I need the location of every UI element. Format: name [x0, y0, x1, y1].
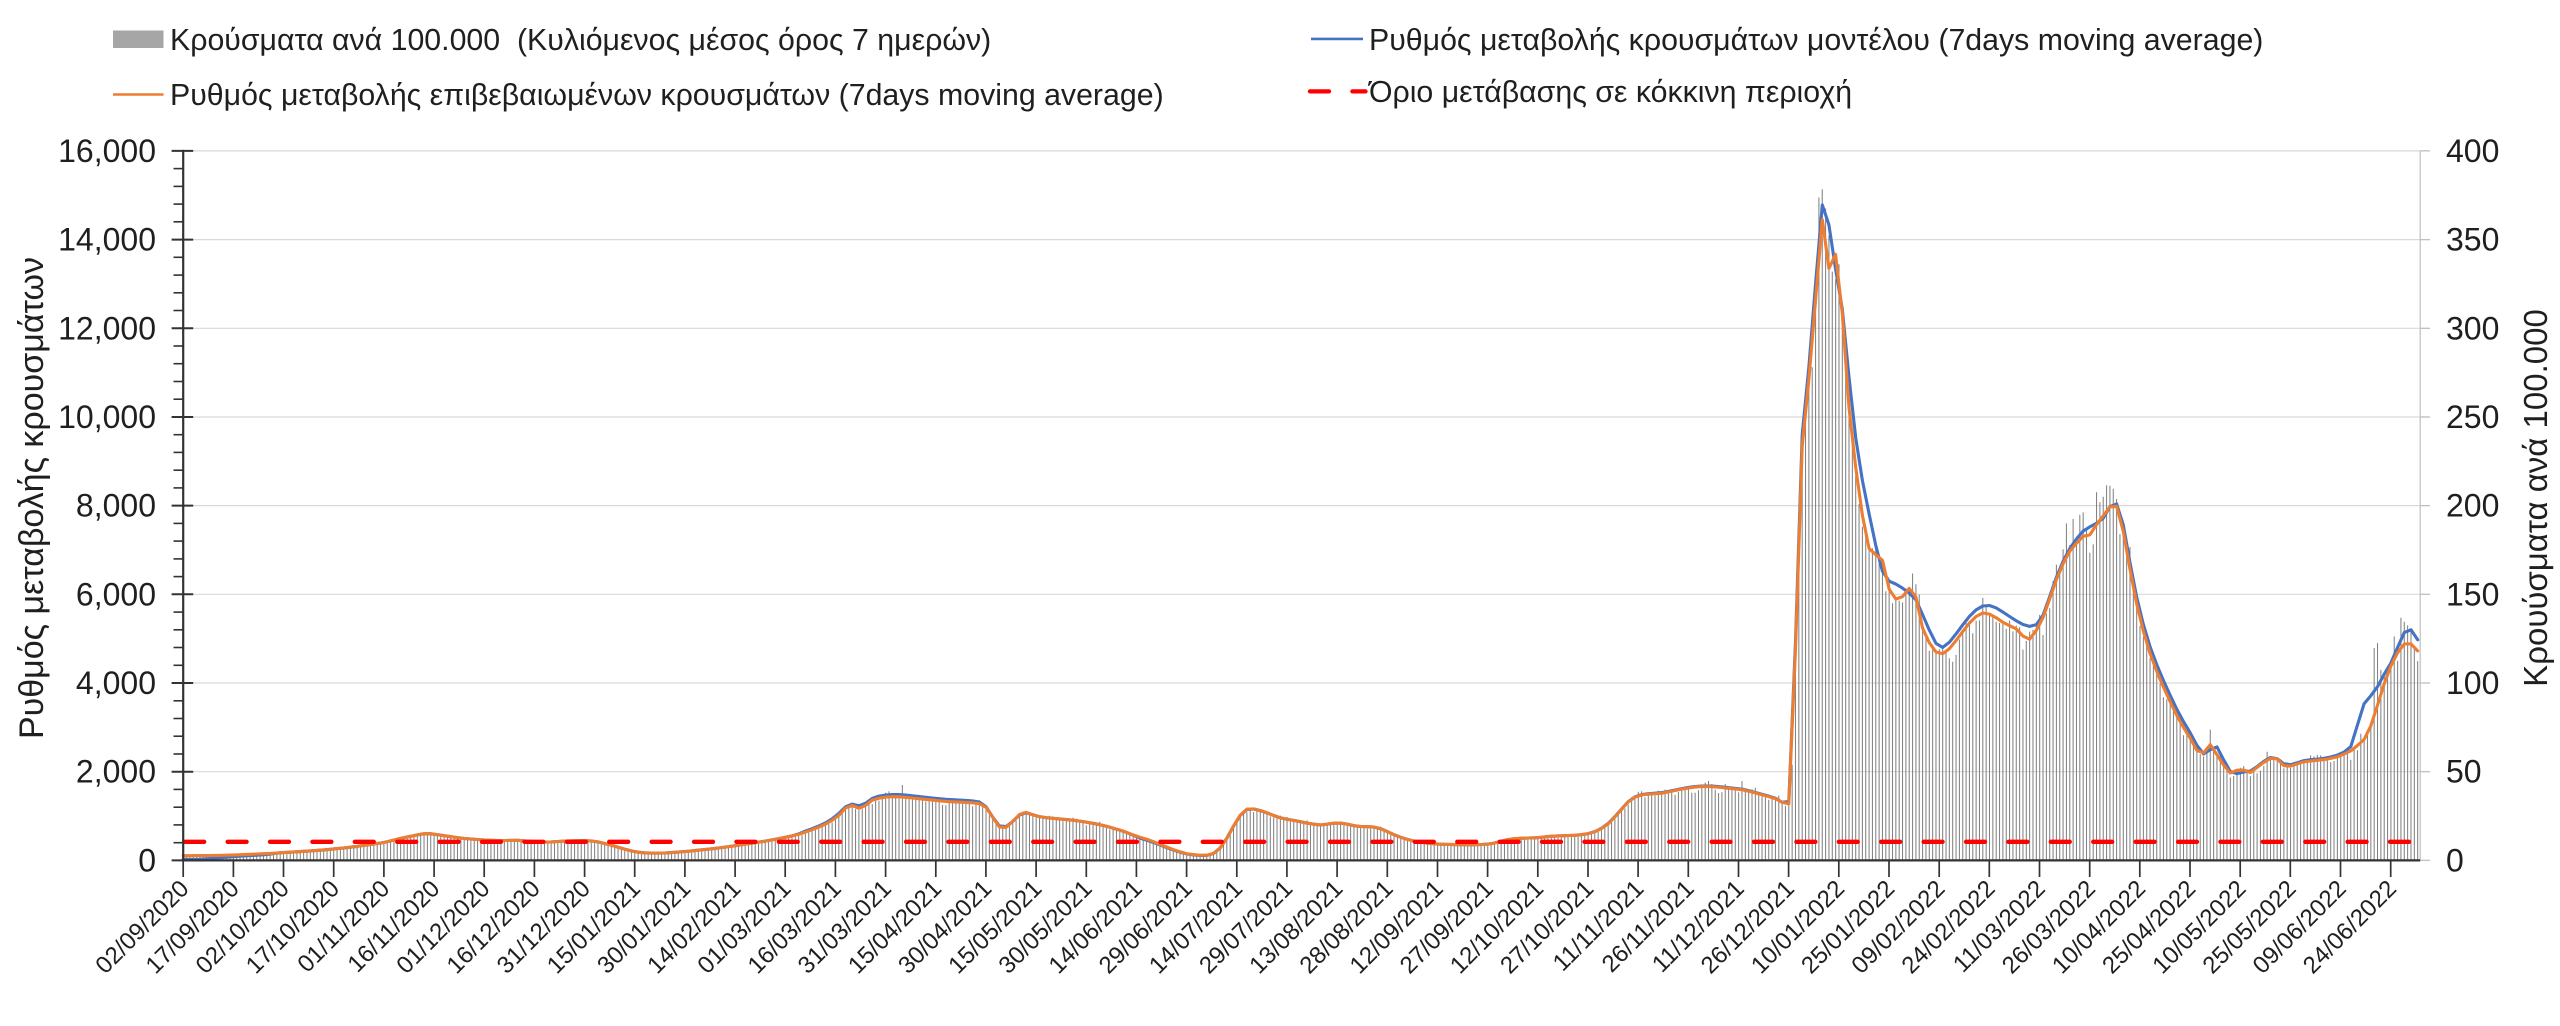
svg-text:0: 0 [138, 842, 156, 878]
svg-text:50: 50 [2446, 754, 2482, 790]
svg-text:Κρούσματα ανά 100.000 (Κυλιόμ: Κρούσματα ανά 100.000 (Κυλιόμενος μέσος … [170, 24, 991, 57]
svg-text:Κρουύσματα ανά 100.000: Κρουύσματα ανά 100.000 [2517, 309, 2554, 687]
svg-text:250: 250 [2446, 399, 2499, 435]
svg-text:100: 100 [2446, 665, 2499, 701]
svg-text:350: 350 [2446, 222, 2499, 258]
svg-text:Ρυθμός μεταβολής κρουσμάτων μο: Ρυθμός μεταβολής κρουσμάτων μοντέλου (7d… [1369, 24, 2263, 57]
svg-text:Ρυθμός μεταβολής κρουσμάτων: Ρυθμός μεταβολής κρουσμάτων [13, 257, 51, 739]
svg-text:8,000: 8,000 [76, 488, 156, 524]
svg-text:Ρυθμός μεταβολής επιβεβαιωμένω: Ρυθμός μεταβολής επιβεβαιωμένων κρουσμάτ… [170, 79, 1164, 112]
svg-text:12,000: 12,000 [58, 310, 156, 346]
svg-text:2,000: 2,000 [76, 754, 156, 790]
svg-text:300: 300 [2446, 310, 2499, 346]
svg-text:400: 400 [2446, 133, 2499, 169]
svg-text:150: 150 [2446, 576, 2499, 612]
svg-text:16,000: 16,000 [58, 133, 156, 169]
svg-text:6,000: 6,000 [76, 576, 156, 612]
svg-text:0: 0 [2446, 842, 2464, 878]
svg-text:4,000: 4,000 [76, 665, 156, 701]
svg-text:200: 200 [2446, 488, 2499, 524]
svg-text:Όριο μετάβασης σε κόκκινη περι: Όριο μετάβασης σε κόκκινη περιοχή [1367, 76, 1852, 109]
svg-text:10,000: 10,000 [58, 399, 156, 435]
svg-text:14,000: 14,000 [58, 222, 156, 258]
